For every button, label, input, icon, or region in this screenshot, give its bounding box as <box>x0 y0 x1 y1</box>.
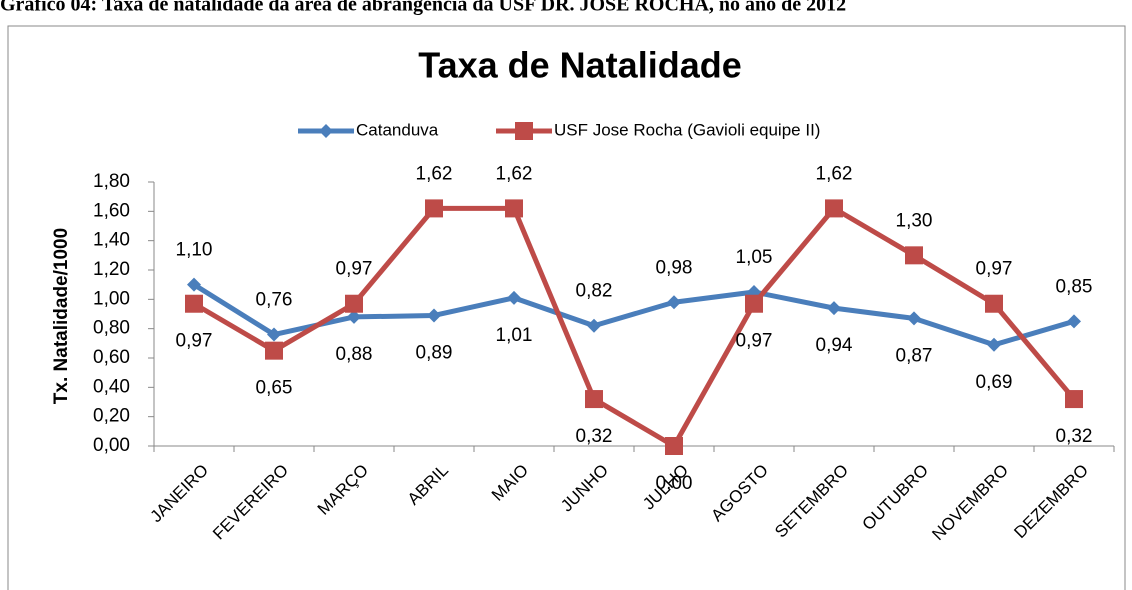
data-label: 0,65 <box>256 378 293 399</box>
data-label: 1,62 <box>816 163 853 184</box>
data-label: 0,98 <box>656 257 693 278</box>
legend-label: Catanduva <box>356 120 439 139</box>
legend-marker <box>319 124 333 138</box>
series-marker <box>1065 390 1083 409</box>
data-label: 0,76 <box>256 290 293 311</box>
series-marker <box>907 311 921 326</box>
series-marker <box>905 246 923 265</box>
series-line <box>192 205 1076 449</box>
data-label: 0,82 <box>576 281 613 302</box>
series-marker <box>745 294 763 313</box>
legend-label: USF Jose Rocha (Gavioli equipe II) <box>554 120 820 139</box>
data-label: 1,05 <box>736 247 773 268</box>
data-label: 0,00 <box>656 473 693 494</box>
y-tick-label: 0,00 <box>93 435 130 456</box>
series-marker <box>985 294 1003 313</box>
y-tick-label: 0,60 <box>93 347 130 368</box>
chart-title: Taxa de Natalidade <box>418 45 741 86</box>
data-label: 0,87 <box>896 345 933 366</box>
data-label: 0,97 <box>336 259 373 280</box>
data-label: 0,94 <box>816 335 853 356</box>
y-axis-label: Tx. Natalidade/1000 <box>51 228 72 404</box>
data-label: 0,97 <box>976 259 1013 280</box>
data-label: 0,69 <box>976 372 1013 393</box>
data-label: 0,32 <box>576 426 613 447</box>
series-marker <box>507 290 521 305</box>
series-marker <box>585 390 603 409</box>
data-label: 0,88 <box>336 344 373 365</box>
data-label: 0,89 <box>416 342 453 363</box>
series-marker <box>267 327 281 342</box>
series-marker <box>665 437 683 455</box>
series-marker <box>827 301 841 316</box>
series-marker <box>587 318 601 333</box>
data-label: 0,97 <box>176 331 213 352</box>
series-marker <box>425 199 443 218</box>
data-label: 0,85 <box>1056 276 1093 297</box>
series-marker <box>667 295 681 310</box>
series-marker <box>825 199 843 218</box>
data-label: 1,10 <box>176 240 213 261</box>
y-tick-label: 0,40 <box>93 376 130 397</box>
legend-marker <box>515 122 533 140</box>
y-tick-label: 1,40 <box>93 230 130 251</box>
caption: Gráfico 04: Taxa de natalidade da área d… <box>0 0 846 16</box>
series-marker <box>987 337 1001 352</box>
series-marker <box>505 199 523 218</box>
data-label: 0,97 <box>736 331 773 352</box>
y-tick-label: 1,20 <box>93 259 130 280</box>
series-marker <box>185 294 203 313</box>
series-line <box>192 282 1075 348</box>
y-tick-label: 0,80 <box>93 318 130 339</box>
data-label: 1,62 <box>416 163 453 184</box>
y-tick-label: 1,60 <box>93 200 130 221</box>
series-marker <box>265 341 283 360</box>
y-tick-label: 0,20 <box>93 406 130 427</box>
data-label: 1,62 <box>496 163 533 184</box>
data-label: 1,01 <box>496 325 533 346</box>
series-marker <box>347 309 361 324</box>
data-label: 0,32 <box>1056 426 1093 447</box>
y-tick-label: 1,00 <box>93 288 130 309</box>
data-label: 1,30 <box>896 210 933 231</box>
series-marker <box>1067 314 1081 329</box>
series-marker <box>345 294 363 313</box>
series-marker <box>427 308 441 323</box>
y-tick-label: 1,80 <box>93 171 130 192</box>
series-marker <box>187 277 201 292</box>
